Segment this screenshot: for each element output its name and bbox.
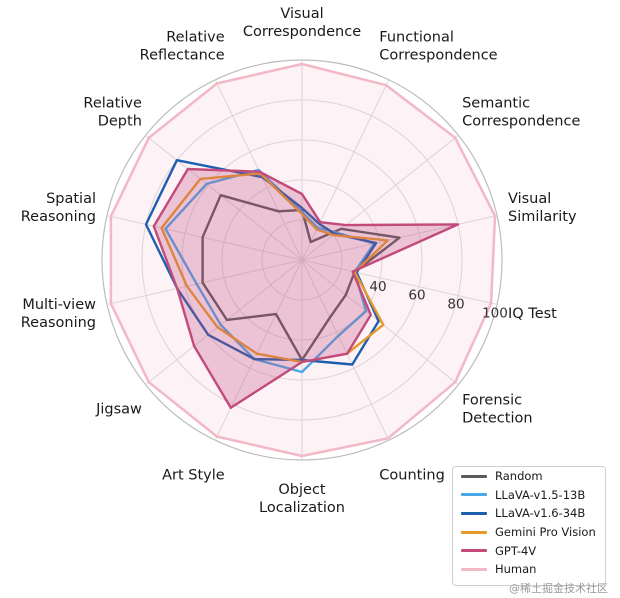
axis-label-line: Forensic [462, 392, 522, 408]
grid-spoke [106, 259, 303, 305]
axis-label-line: Correspondence [243, 24, 361, 40]
radial-tick-label: 60 [408, 288, 425, 304]
axis-label: Functional Correspondence [379, 30, 497, 64]
legend-label: Gemini Pro Vision [495, 525, 596, 540]
axis-label: Relative Reflectance [140, 30, 225, 64]
legend-item: LLaVA-v1.5-13B [453, 486, 605, 505]
axis-label-line: Correspondence [462, 114, 580, 130]
axis-category-labels: Visual Correspondence Functional Correspond… [21, 6, 581, 516]
axis-label-line: Art Style [162, 467, 225, 483]
legend-label: GPT-4V [495, 543, 537, 558]
axis-label: Visual Correspondence [243, 6, 361, 40]
axis-label: Visual Similarity [508, 191, 577, 225]
axis-label-line: Counting [379, 467, 444, 483]
axis-label-line: Reasoning [21, 209, 96, 225]
grid-spoke [145, 259, 303, 386]
legend-item: GPT-4V [453, 541, 605, 560]
grid-spoke [301, 259, 498, 305]
axis-label: Jigsaw [95, 401, 142, 417]
axis-label-line: Jigsaw [95, 401, 142, 417]
legend-item: Random [453, 467, 605, 486]
legend-swatch [461, 567, 487, 571]
legend-swatch [461, 530, 487, 534]
legend-label: LLaVA-v1.6-34B [495, 506, 586, 521]
grid-spoke [214, 259, 303, 441]
axis-label-line: Relative [166, 30, 225, 46]
legend-swatch [461, 549, 487, 553]
radar-series [109, 62, 497, 458]
legend-swatch [461, 493, 487, 497]
axis-label: Art Style [162, 467, 225, 483]
legend: Random LLaVA-v1.5-13B LLaVA-v1.6-34B Gemini… [452, 466, 606, 586]
axis-label: Counting [379, 467, 444, 483]
grid-spoke [145, 134, 303, 261]
legend-item: Human [453, 560, 605, 579]
legend-item: Gemini Pro Vision [453, 523, 605, 542]
axis-label-line: Semantic [462, 96, 530, 112]
legend-swatch [461, 474, 487, 478]
legend-item: LLaVA-v1.6-34B [453, 504, 605, 523]
axis-label: Forensic Detection [462, 392, 532, 426]
grid-spoke [301, 134, 459, 261]
axis-label-line: Object [278, 482, 326, 498]
axis-label-line: Spatial [46, 191, 96, 207]
radial-tick-label: 40 [369, 279, 386, 295]
axis-label: Relative Depth [83, 96, 142, 130]
axis-label-line: Reflectance [140, 48, 225, 64]
axis-label: Semantic Correspondence [462, 96, 580, 130]
axis-label-line: Reasoning [21, 315, 96, 331]
grid-spoke [106, 215, 303, 261]
axis-label-line: Functional [379, 30, 454, 46]
axis-label-line: Localization [259, 500, 345, 516]
axis-label-line: Depth [98, 114, 142, 130]
axis-label-line: Correspondence [379, 48, 497, 64]
axis-label: IQ Test [508, 306, 557, 322]
legend-swatch [461, 511, 487, 515]
radial-tick-label: 100 [482, 306, 508, 322]
axis-label-line: Visual [280, 6, 323, 22]
grid-spoke [301, 259, 390, 441]
axis-label-line: Detection [462, 410, 532, 426]
axis-label-line: Similarity [508, 209, 577, 225]
axis-label-line: Multi-view [22, 297, 96, 313]
axis-label: Spatial Reasoning [21, 191, 96, 225]
axis-label: Object Localization [259, 482, 345, 516]
radial-tick-labels: 40 60 80 100 [369, 279, 507, 322]
legend-label: LLaVA-v1.5-13B [495, 487, 586, 502]
watermark: @稀土掘金技术社区 [509, 582, 608, 595]
axis-label-line: Relative [83, 96, 142, 112]
axis-label-line: Visual [508, 191, 551, 207]
axis-label: Multi-view Reasoning [21, 297, 96, 331]
axis-label-line: IQ Test [508, 306, 557, 322]
grid-spoke [301, 259, 459, 386]
legend-label: Random [495, 469, 543, 484]
legend-label: Human [495, 562, 537, 577]
radial-tick-label: 80 [447, 297, 464, 313]
